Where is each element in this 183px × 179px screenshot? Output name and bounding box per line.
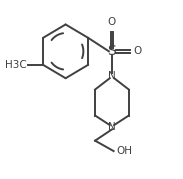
Text: N: N: [108, 71, 116, 81]
Text: OH: OH: [116, 146, 132, 156]
Text: N: N: [108, 122, 116, 132]
Text: S: S: [108, 44, 116, 58]
Text: H3C: H3C: [5, 60, 27, 70]
Text: O: O: [134, 46, 142, 56]
Text: O: O: [108, 17, 116, 27]
